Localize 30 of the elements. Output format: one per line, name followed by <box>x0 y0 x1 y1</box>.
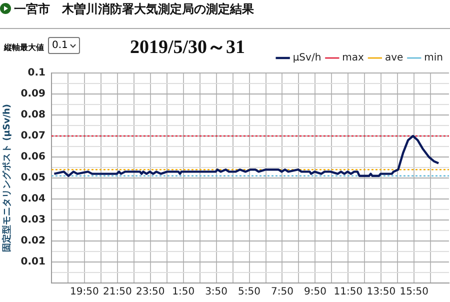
x-tick-label: 15:50 <box>400 286 429 298</box>
x-tick-label: 9:50 <box>304 286 326 298</box>
y-tick-label: 0.02 <box>20 236 46 247</box>
x-tick-label: 11:50 <box>334 286 363 298</box>
legend-label: min <box>424 52 443 64</box>
x-tick-label: 1:50 <box>172 286 195 298</box>
y-tick-label: 0.1 <box>28 68 46 79</box>
legend-label: ave <box>384 52 404 64</box>
text: 0.1 <box>48 37 80 54</box>
x-tick-label: 13:50 <box>366 286 396 298</box>
x-tick-label: 5:50 <box>238 286 261 298</box>
y-tick-label: 0.03 <box>20 214 46 226</box>
text: 縦軸最大値 <box>4 42 44 53</box>
legend-label: max <box>342 52 364 64</box>
y-tick-label: 0.09 <box>20 88 46 100</box>
y-tick-label: 0.05 <box>20 172 46 184</box>
chart-title: 一宮市 木曽川消防署大気測定局の測定結果 <box>14 1 254 18</box>
legend-label: μSv/h <box>292 52 322 64</box>
x-tick-label: 23:50 <box>136 286 165 298</box>
y-tick-label: 0.04 <box>20 194 46 205</box>
x-tick-label: 21:50 <box>102 286 132 298</box>
y-tick-label: 0.08 <box>20 110 46 121</box>
x-tick-label: 7:50 <box>271 286 294 298</box>
chart-subtitle: 2019/5/30～31 <box>130 36 246 60</box>
x-tick-label: 19:50 <box>70 286 99 298</box>
y-tick-label: 0.06 <box>20 152 46 163</box>
x-tick-label: 3:50 <box>205 286 228 298</box>
y-axis-title: 固定型モニタリングポスト (μSv/h) <box>2 104 13 252</box>
y-tick-label: 0.01 <box>20 256 46 268</box>
y-tick-label: 0.07 <box>20 130 46 142</box>
